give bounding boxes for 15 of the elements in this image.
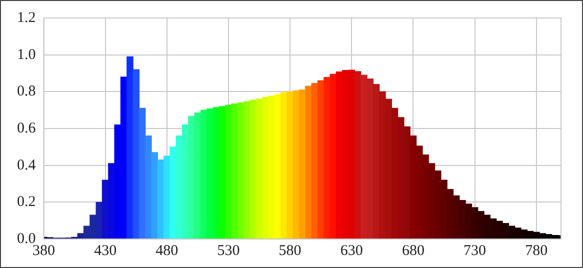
x-tick-label: 630 [340, 242, 363, 259]
x-tick-label: 780 [525, 242, 548, 259]
x-tick-label: 480 [156, 242, 178, 259]
y-tick-label: 0.8 [17, 84, 36, 100]
x-tick-label: 530 [217, 242, 240, 259]
y-tick-label: 1.0 [17, 46, 36, 63]
y-tick-label: 0.6 [17, 120, 36, 136]
x-tick-label: 430 [94, 242, 117, 259]
y-tick-label: 1.2 [17, 10, 36, 26]
x-tick-label: 580 [278, 242, 302, 259]
x-tick-label: 730 [464, 242, 486, 259]
y-tick-label: 0.4 [17, 157, 36, 174]
x-tick-label: 380 [32, 242, 55, 259]
x-tick-label: 680 [402, 242, 424, 259]
y-tick-label: 0.2 [17, 194, 36, 210]
